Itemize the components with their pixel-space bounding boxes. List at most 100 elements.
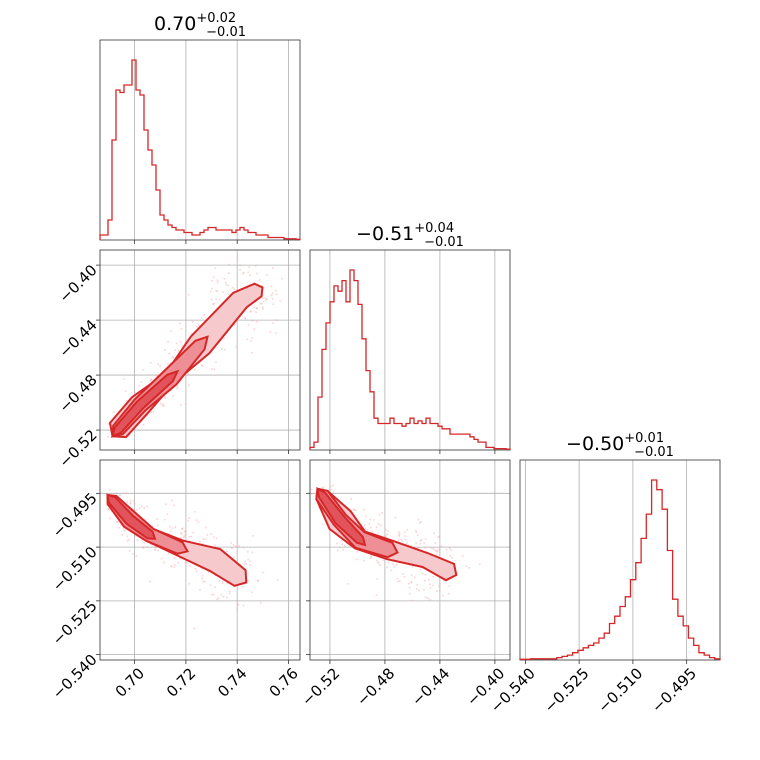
- pair-panel-2-0-sample-392: [199, 589, 201, 592]
- pair-panel-2-0-sample-68: [183, 536, 185, 539]
- pair-panel-1-0-sample-69: [201, 365, 204, 367]
- pair-panel-1-0-sample-155: [159, 402, 162, 405]
- pair-panel-1-0-sample-180: [150, 379, 153, 382]
- pair-panel-2-0-sample-81: [236, 608, 239, 611]
- title-param-0: 0.70+0.02 −0.01: [154, 11, 246, 40]
- pair-panel-1-0-sample-252: [187, 384, 190, 387]
- pair-panel-1-0-sample-358: [251, 351, 254, 354]
- pair-panel-2-0-sample-67: [109, 517, 112, 520]
- pair-panel-2-0-sample-87: [136, 508, 138, 511]
- pair-panel-2-1-sample-266: [465, 565, 468, 568]
- pair-panel-2-1-sample-125: [397, 539, 400, 542]
- pair-panel-2-1-sample-97: [450, 549, 453, 552]
- pair-panel-1-0-sample-280: [222, 291, 225, 293]
- pair-panel-1-0-sample-303: [209, 290, 212, 293]
- pair-panel-2-0-sample-1: [202, 580, 205, 583]
- pair-panel-2-0-sample-365: [192, 531, 195, 534]
- pair-panel-2-0-sample-3: [217, 597, 220, 600]
- pair-panel-2-1-sample-20: [404, 535, 407, 537]
- pair-panel-2-1-sample-261: [397, 580, 400, 583]
- pair-panel-2-0-sample-202: [156, 518, 159, 521]
- pair-panel-2-0-sample-177: [135, 555, 138, 558]
- title-minus-0: −0.01: [206, 25, 246, 40]
- pair-panel-1-0-sample-216: [265, 298, 268, 301]
- pair-panel-1-0-sample-156: [265, 298, 268, 300]
- pair-panel-2-0-sample-216: [142, 547, 145, 550]
- pair-panel-2-0-ylabel-3: −0.495: [49, 489, 101, 541]
- hist-panel-2: [519, 459, 721, 664]
- pair-panel-2-1-sample-333: [438, 548, 441, 551]
- pair-panel-2-1-sample-211: [382, 559, 385, 562]
- pair-panel-2-0-sample-335: [163, 561, 166, 564]
- pair-panel-2-1-sample-391: [398, 580, 401, 582]
- pair-panel-2-1-sample-255: [355, 509, 358, 512]
- pair-panel-1-0-sample-145: [246, 338, 249, 341]
- pair-panel-2-0-sample-414: [143, 507, 146, 509]
- labels-layer: 0.70+0.02 −0.01−0.51+0.04 −0.01−0.540 −0.52…: [49, 11, 700, 716]
- panels-layer: [96, 39, 721, 664]
- pair-panel-2-1-sample-325: [369, 557, 372, 560]
- pair-panel-2-1-sample-258: [377, 531, 380, 534]
- pair-panel-2-1-sample-267: [410, 581, 413, 584]
- pair-panel-2-1-sample-9: [396, 577, 399, 580]
- pair-panel-2-0-sample-279: [195, 570, 198, 573]
- pair-panel-1-0-sample-72: [225, 283, 228, 286]
- pair-panel-2-0-sample-419: [216, 598, 219, 601]
- title-plus-1: +0.04: [414, 221, 454, 236]
- pair-panel-2-0-sample-363: [141, 539, 144, 542]
- pair-panel-2-0-sample-132: [221, 582, 224, 585]
- pair-panel-1-0-sample-201: [227, 284, 229, 287]
- pair-panel-2-1-sample-392: [397, 531, 400, 534]
- pair-panel-2-0-xlabel-2: 0.74: [214, 664, 250, 700]
- pair-panel-1-0-sample-239: [215, 289, 218, 292]
- pair-panel-2-1-sample-138: [418, 522, 421, 524]
- pair-panel-2-1-sample-96: [393, 565, 396, 568]
- pair-panel-1-0-sample-163: [255, 307, 258, 310]
- pair-panel-2-1-sample-78: [338, 546, 341, 549]
- pair-panel-2-1-sample-101: [321, 486, 324, 489]
- pair-panel-2-1-sample-373: [436, 550, 439, 553]
- pair-panel-2-0-sample-4: [141, 545, 144, 548]
- pair-panel-2-1-sample-66: [343, 544, 346, 547]
- pair-panel-1-0: [96, 249, 301, 454]
- pair-panel-2-0-sample-328: [190, 535, 193, 538]
- pair-panel-2-0-sample-290: [244, 560, 247, 563]
- pair-panel-2-0-sample-351: [251, 591, 254, 594]
- pair-panel-2-0-sample-286: [247, 558, 250, 561]
- pair-panel-2-1-sample-240: [415, 588, 418, 590]
- pair-panel-2-1-sample-140: [440, 545, 443, 548]
- pair-panel-1-0-sample-319: [248, 265, 251, 268]
- pair-panel-2-1-sample-137: [411, 565, 414, 568]
- pair-panel-2-1-sample-112: [437, 536, 440, 538]
- pair-panel-2-1-sample-36: [366, 528, 369, 531]
- pair-panel-2-1-sample-379: [449, 554, 452, 557]
- pair-panel-1-0-sample-43: [255, 320, 258, 323]
- hist-panel-2-xlabel-1: −0.525: [541, 664, 593, 716]
- pair-panel-2-1-sample-279: [406, 542, 408, 544]
- title-value-0: 0.70: [154, 13, 196, 35]
- pair-panel-1-0-ylabel-3: −0.40: [55, 261, 100, 306]
- pair-panel-1-0-sample-59: [193, 368, 196, 371]
- pair-panel-1-0-sample-369: [157, 362, 160, 365]
- pair-panel-2-1-sample-144: [370, 554, 373, 557]
- pair-panel-2-1-sample-257: [429, 586, 432, 589]
- pair-panel-1-0-sample-121: [181, 345, 183, 348]
- pair-panel-2-1-sample-374: [376, 561, 379, 564]
- pair-panel-2-1-sample-85: [370, 555, 373, 558]
- pair-panel-1-0-sample-300: [213, 368, 216, 371]
- pair-panel-2-0-sample-237: [243, 563, 246, 566]
- pair-panel-2-0-sample-32: [246, 550, 249, 553]
- pair-panel-2-0-sample-0: [212, 593, 215, 596]
- pair-panel-1-0-contour-inner-line: [111, 369, 180, 439]
- pair-panel-2-0-sample-106: [123, 530, 126, 532]
- pair-panel-1-0-sample-396: [172, 394, 175, 397]
- pair-panel-1-0-sample-383: [223, 337, 225, 340]
- pair-panel-2-1-sample-153: [329, 485, 332, 488]
- pair-panel-1-0-sample-94: [191, 320, 194, 323]
- pair-panel-2-0-sample-274: [209, 584, 212, 587]
- pair-panel-2-0-sample-348: [226, 550, 229, 553]
- pair-panel-1-0-sample-14: [216, 279, 219, 282]
- pair-panel-1-0-sample-52: [274, 332, 277, 335]
- hist-panel-2-xlabel-2: −0.510: [594, 664, 646, 716]
